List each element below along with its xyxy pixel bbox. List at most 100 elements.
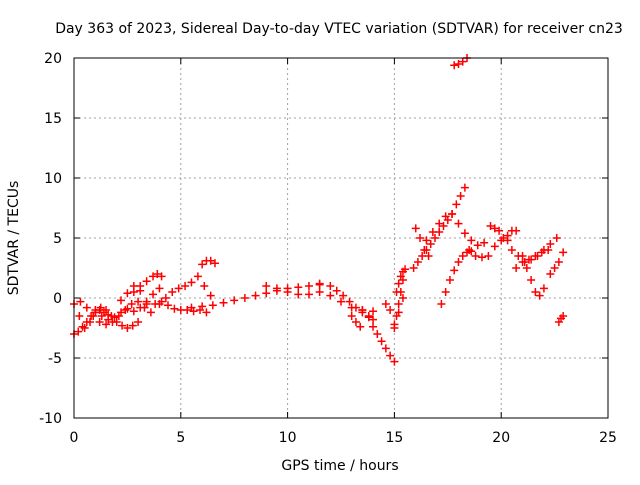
data-point-arc-ac — [554, 258, 563, 266]
data-point-arc-h — [168, 288, 177, 296]
data-point-arc-s — [424, 252, 433, 260]
data-point-arc-k — [337, 297, 345, 306]
data-point-arc-k — [315, 288, 324, 296]
data-point-arc-u — [437, 300, 446, 308]
y-tick-label: 0 — [53, 291, 62, 307]
data-point-arc-aa — [537, 248, 546, 257]
data-point-arc-j — [294, 283, 303, 292]
data-point-arc-z — [546, 240, 555, 248]
data-point-arc-n — [358, 306, 367, 314]
data-point-arc-e — [142, 300, 151, 308]
data-point-arc-v — [454, 60, 463, 68]
data-point-arc-t — [441, 212, 450, 221]
data-point-arc-k — [294, 290, 303, 299]
data-point-arc-h — [161, 294, 170, 302]
data-point-arc-j — [251, 291, 260, 300]
data-point-arc-n — [377, 337, 386, 346]
data-point-arc-c — [146, 308, 155, 317]
data-point-arc-t — [454, 219, 463, 228]
data-point-arc-c — [95, 318, 104, 326]
data-point-arc-t — [422, 236, 431, 245]
y-tick-label: -5 — [48, 351, 62, 367]
y-tick-label: 15 — [44, 111, 62, 127]
data-point-arc-u — [441, 288, 450, 296]
data-point-arc-t — [428, 228, 437, 236]
data-point-arc-h — [155, 300, 164, 308]
data-point-arc-ac — [559, 248, 568, 257]
data-point-arc-h — [181, 282, 190, 290]
data-point-arc-r — [426, 240, 435, 248]
data-point-arc-d — [155, 284, 164, 293]
x-tick-label: 10 — [279, 430, 297, 446]
data-point-arc-n — [369, 322, 378, 331]
y-tick-label: 20 — [44, 51, 62, 67]
data-point-arc-h — [174, 284, 183, 293]
x-tick-label: 20 — [492, 430, 510, 446]
data-point-arc-q — [394, 279, 403, 288]
data-point-arc-l — [326, 282, 335, 290]
data-point-arc-d — [110, 313, 119, 322]
data-point-arc-h — [187, 278, 196, 287]
data-point-arc-aa — [512, 264, 521, 272]
data-point-arc-j — [187, 303, 196, 312]
data-point-arc-t — [448, 210, 457, 218]
data-point-arc-a — [118, 321, 127, 330]
data-point-arc-t — [473, 241, 482, 250]
data-point-arc-s — [411, 224, 420, 233]
data-point-arc-m — [351, 318, 360, 326]
data-point-arc-p — [390, 324, 399, 332]
data-point-arc-n — [390, 357, 399, 366]
data-point-arc-t — [460, 229, 469, 238]
data-point-arc-e — [116, 296, 125, 305]
data-point-arc-l — [351, 303, 360, 312]
data-point-arc-c — [108, 318, 117, 326]
data-point-arc-r — [452, 200, 461, 209]
data-point-arc-o — [386, 306, 395, 314]
data-point-arc-c — [102, 320, 111, 329]
data-point-arc-r — [409, 264, 418, 272]
data-point-arc-j — [198, 302, 207, 311]
y-tick-label: 10 — [44, 171, 62, 187]
data-point-arc-h — [193, 272, 202, 281]
data-point-arc-c — [82, 303, 91, 312]
data-point-arc-u — [454, 258, 463, 266]
data-point-arc-i — [198, 260, 207, 269]
data-point-arc-c — [89, 312, 98, 320]
data-point-arc-t — [435, 219, 444, 228]
data-point-arc-y — [512, 226, 521, 235]
data-point-arc-e — [123, 289, 132, 298]
data-point-arc-h — [206, 291, 215, 300]
data-point-arc-j — [208, 301, 217, 310]
data-point-arc-d — [123, 304, 132, 313]
data-point-arc-z — [552, 234, 561, 242]
data-point-arc-m — [347, 312, 356, 320]
data-point-arc-i — [210, 259, 219, 268]
data-point-arc-ac — [546, 270, 555, 278]
data-point-arc-d — [91, 306, 100, 314]
data-point-arc-d — [129, 307, 138, 316]
data-point-arc-ab — [522, 264, 531, 272]
data-point-arc-o — [398, 294, 407, 302]
data-point-arc-g — [170, 304, 179, 313]
data-point-arc-l — [332, 286, 341, 295]
data-point-arc-p — [392, 312, 401, 320]
data-point-arc-f — [129, 288, 138, 296]
data-point-arc-d — [149, 290, 158, 299]
data-point-arc-ab — [535, 291, 544, 300]
y-tick-label: 5 — [53, 231, 62, 247]
plot-frame — [73, 57, 609, 419]
data-point-arc-p — [394, 300, 403, 308]
data-point-arc-c — [134, 297, 143, 306]
data-point-arc-f — [142, 277, 151, 286]
data-point-arc-k — [283, 288, 292, 296]
data-point-arc-ab — [531, 288, 540, 296]
data-point-arc-x — [499, 234, 508, 242]
data-point-arc-f — [149, 272, 158, 281]
data-point-arc-q — [401, 265, 410, 274]
data-point-arc-u — [445, 276, 454, 284]
data-point-arc-f — [153, 270, 162, 278]
data-point-arc-v — [458, 57, 467, 66]
y-axis-label: SDTVAR / TECUs — [6, 181, 22, 296]
